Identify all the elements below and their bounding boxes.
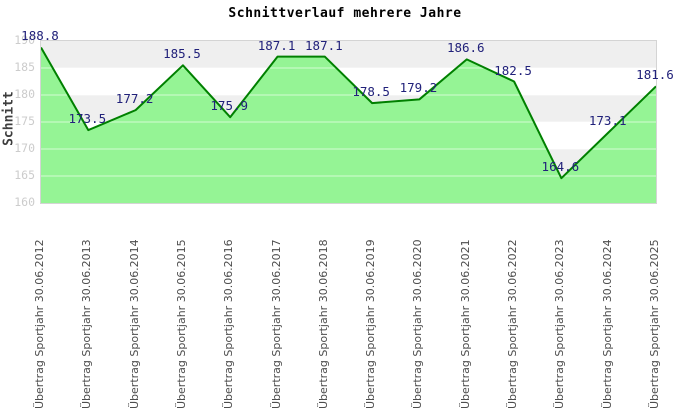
- data-point-label: 179.2: [399, 80, 438, 96]
- x-axis-label: Übertrag Sportjahr 30.06.2016: [222, 239, 236, 409]
- data-point-label: 181.6: [636, 67, 674, 83]
- y-axis-tick: 175: [14, 114, 35, 128]
- chart-title: Schnittverlauf mehrere Jahre: [228, 6, 462, 21]
- x-axis-label: Übertrag Sportjahr 30.06.2013: [80, 239, 94, 409]
- data-point-label: 185.5: [163, 46, 201, 62]
- y-axis-tick: 190: [14, 33, 35, 47]
- data-point-label: 186.6: [446, 40, 485, 56]
- x-axis-label: Übertrag Sportjahr 30.06.2025: [648, 239, 661, 409]
- data-line: [41, 46, 656, 180]
- data-point-label: 187.1: [257, 37, 296, 53]
- y-axis-tick: 165: [14, 168, 35, 182]
- x-axis-label: Übertrag Sportjahr 30.06.2018: [316, 239, 330, 409]
- y-axis-tick: 185: [14, 60, 35, 74]
- x-axis-label: Übertrag Sportjahr 30.06.2021: [458, 239, 472, 409]
- area-fill: [41, 47, 656, 203]
- plot-area: [40, 40, 657, 204]
- data-point-label: 188.8: [21, 28, 59, 44]
- x-axis-label: Übertrag Sportjahr 30.06.2023: [553, 239, 567, 409]
- data-point-label: 182.5: [494, 62, 532, 78]
- y-axis-tick: 180: [14, 87, 35, 101]
- data-point-label: 173.1: [588, 113, 627, 129]
- x-axis-label: Übertrag Sportjahr 30.06.2017: [269, 239, 283, 409]
- data-point-label: 177.2: [115, 91, 154, 107]
- x-axis-label: Übertrag Sportjahr 30.06.2015: [174, 239, 188, 409]
- data-point-label: 178.5: [352, 84, 390, 100]
- y-axis-tick: 170: [14, 141, 35, 155]
- x-axis-label: Übertrag Sportjahr 30.06.2012: [33, 239, 46, 409]
- data-point-label: 164.6: [541, 159, 580, 175]
- y-axis-tick: 160: [14, 195, 35, 209]
- x-axis-label: Übertrag Sportjahr 30.06.2020: [411, 239, 425, 409]
- data-point-label: 187.1: [305, 37, 343, 53]
- background-band: [41, 41, 656, 68]
- x-axis-label: Übertrag Sportjahr 30.06.2024: [600, 239, 614, 409]
- x-axis-label: Übertrag Sportjahr 30.06.2019: [364, 239, 378, 409]
- area-chart-svg: [41, 41, 656, 203]
- x-axis-label: Übertrag Sportjahr 30.06.2014: [127, 239, 141, 409]
- data-point-label: 173.5: [68, 111, 107, 127]
- data-point-label: 175.9: [210, 98, 249, 114]
- x-axis-label: Übertrag Sportjahr 30.06.2022: [506, 239, 520, 409]
